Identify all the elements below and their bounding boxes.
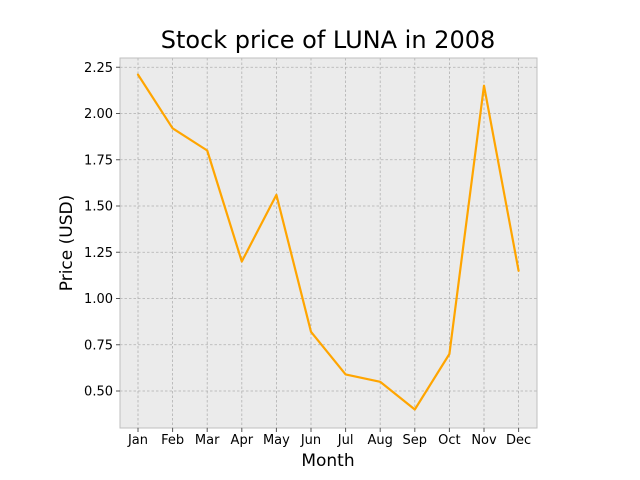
y-tick-label: 0.75 xyxy=(84,338,113,353)
x-tick-label: Apr xyxy=(231,433,254,448)
y-tick-label: 1.25 xyxy=(84,246,113,261)
y-tick-labels: 0.50 0.75 1.00 1.25 1.50 1.75 2.00 2.25 xyxy=(84,61,113,400)
y-tick-label: 1.50 xyxy=(84,200,113,215)
y-tick-label: 1.75 xyxy=(84,153,113,168)
x-tick-label: May xyxy=(263,433,290,448)
y-tick-label: 0.50 xyxy=(84,385,113,400)
x-axis-label: Month xyxy=(301,451,354,471)
x-tick-label: Aug xyxy=(368,433,393,448)
x-tick-label: Nov xyxy=(471,433,497,448)
x-tick-label: Mar xyxy=(195,433,220,448)
x-tick-label: Sep xyxy=(403,433,428,448)
x-tick-label: Jun xyxy=(300,433,321,448)
x-tick-label: Oct xyxy=(438,433,460,448)
x-tick-label: Feb xyxy=(161,433,184,448)
x-tick-label: Dec xyxy=(506,433,531,448)
x-tick-labels: Jan Feb Mar Apr May Jun Jul Aug Sep Oct Nov Dec xyxy=(127,433,531,448)
x-tick-label: Jan xyxy=(127,433,148,448)
x-tick-label: Jul xyxy=(337,433,354,448)
chart-title: Stock price of LUNA in 2008 xyxy=(161,26,496,54)
y-tick-label: 2.25 xyxy=(84,61,113,76)
y-tick-label: 2.00 xyxy=(84,107,113,122)
y-tick-label: 1.00 xyxy=(84,292,113,307)
y-axis-label: Price (USD) xyxy=(57,195,77,291)
